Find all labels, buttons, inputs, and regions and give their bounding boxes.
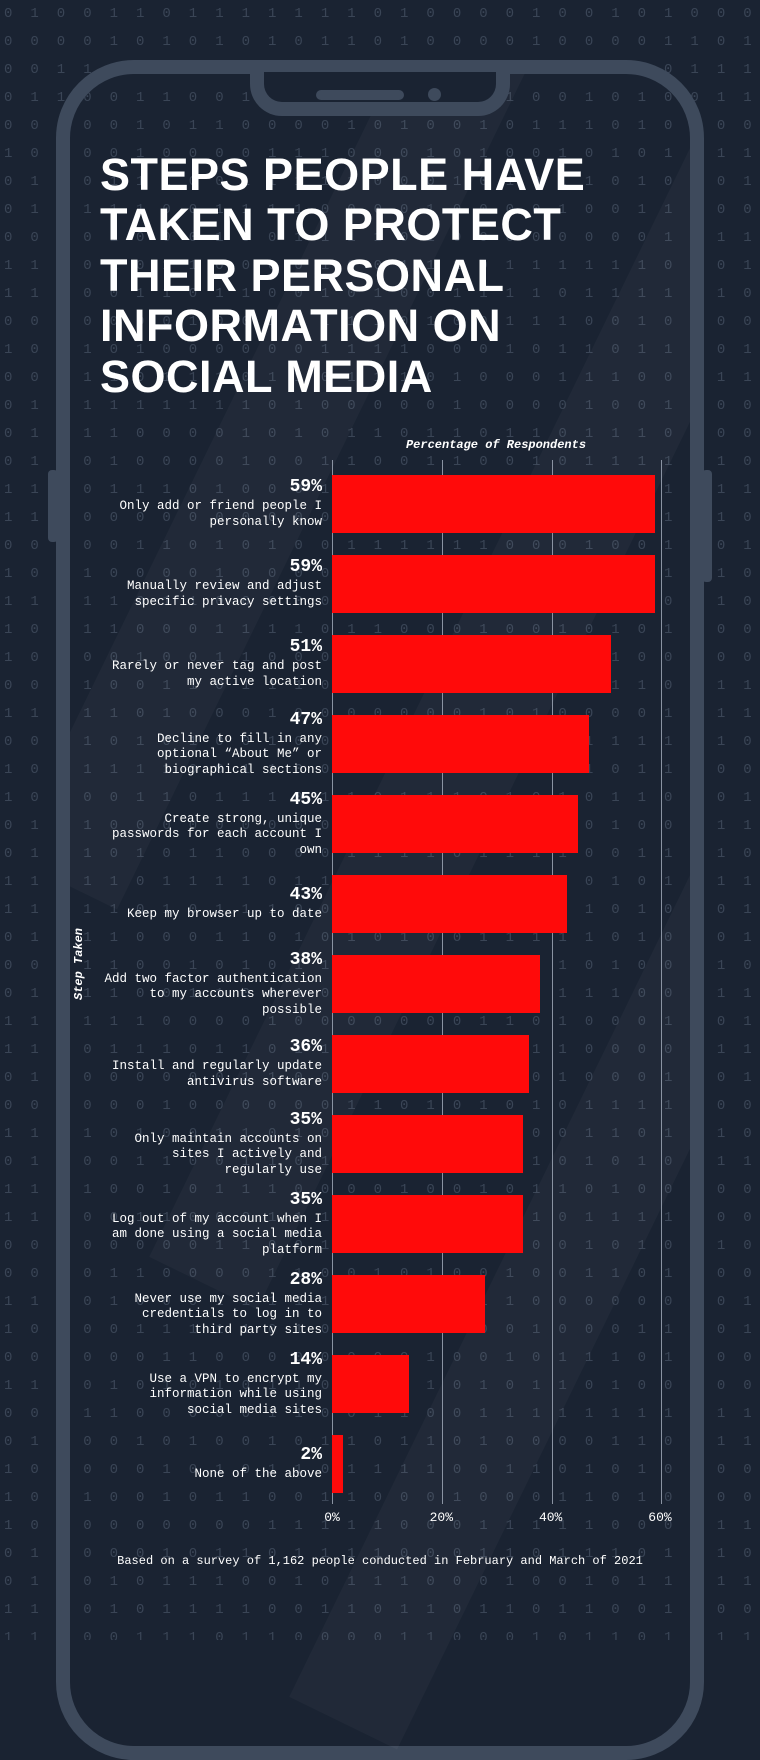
footnote: Based on a survey of 1,162 people conduc… bbox=[100, 1554, 660, 1568]
bar-percent: 14% bbox=[100, 1350, 322, 1370]
bar-label: 28%Never use my social media credentials… bbox=[100, 1270, 322, 1339]
bar-label: 59%Only add or friend people I personall… bbox=[100, 477, 322, 530]
bar-description: Decline to fill in any optional “About M… bbox=[100, 732, 322, 779]
bar-row: 14%Use a VPN to encrypt my information w… bbox=[332, 1344, 660, 1424]
bar-row: 2%None of the above bbox=[332, 1424, 660, 1504]
bar-label: 45%Create strong, unique passwords for e… bbox=[100, 790, 322, 859]
plot: 59%Only add or friend people I personall… bbox=[332, 460, 660, 1504]
bar-percent: 36% bbox=[100, 1037, 322, 1057]
bar-description: Install and regularly update antivirus s… bbox=[100, 1059, 322, 1090]
phone-side-button-right bbox=[702, 470, 712, 582]
bar-label: 36%Install and regularly update antiviru… bbox=[100, 1037, 322, 1090]
phone-side-button-left bbox=[48, 470, 58, 542]
bar-percent: 45% bbox=[100, 790, 322, 810]
content: STEPS PEOPLE HAVE TAKEN TO PROTECT THEIR… bbox=[100, 150, 670, 1568]
phone-camera bbox=[428, 88, 441, 101]
bar-row: 59%Only add or friend people I personall… bbox=[332, 464, 660, 544]
bar-percent: 2% bbox=[100, 1445, 322, 1465]
chart-title: STEPS PEOPLE HAVE TAKEN TO PROTECT THEIR… bbox=[100, 150, 670, 402]
x-tick-label: 40% bbox=[539, 1510, 562, 1525]
bar-row: 35%Log out of my account when I am done … bbox=[332, 1184, 660, 1264]
x-tick-label: 60% bbox=[648, 1510, 671, 1525]
bar bbox=[332, 1115, 523, 1173]
bar-description: Only add or friend people I personally k… bbox=[100, 499, 322, 530]
bar-label: 43% Keep my browser up to date bbox=[100, 885, 322, 923]
bar-description: Never use my social media credentials to… bbox=[100, 1292, 322, 1339]
bar-label: 47%Decline to fill in any optional “Abou… bbox=[100, 710, 322, 779]
bar bbox=[332, 475, 655, 533]
bar bbox=[332, 1435, 343, 1493]
x-axis-label: Percentage of Respondents bbox=[332, 438, 660, 452]
x-tick-label: 0% bbox=[324, 1510, 340, 1525]
x-tick-label: 20% bbox=[430, 1510, 453, 1525]
bar bbox=[332, 1035, 529, 1093]
bar-percent: 38% bbox=[100, 950, 322, 970]
bar-row: 51%Rarely or never tag and post my activ… bbox=[332, 624, 660, 704]
bar-percent: 35% bbox=[100, 1190, 322, 1210]
bar-description: Rarely or never tag and post my active l… bbox=[100, 659, 322, 690]
bar bbox=[332, 715, 589, 773]
bar bbox=[332, 635, 611, 693]
bar-row: 36%Install and regularly update antiviru… bbox=[332, 1024, 660, 1104]
bar-label: 35%Log out of my account when I am done … bbox=[100, 1190, 322, 1259]
bar-description: Manually review and adjust specific priv… bbox=[100, 579, 322, 610]
bar bbox=[332, 1355, 409, 1413]
bar bbox=[332, 795, 578, 853]
bar-description: Log out of my account when I am done usi… bbox=[100, 1212, 322, 1259]
bar-description: Keep my browser up to date bbox=[100, 907, 322, 923]
bar-label: 59%Manually review and adjust specific p… bbox=[100, 557, 322, 610]
bar-description: Create strong, unique passwords for each… bbox=[100, 812, 322, 859]
bar-row: 59%Manually review and adjust specific p… bbox=[332, 544, 660, 624]
y-axis-label: Step Taken bbox=[72, 928, 86, 1000]
bar-label: 14%Use a VPN to encrypt my information w… bbox=[100, 1350, 322, 1419]
bar-rows: 59%Only add or friend people I personall… bbox=[332, 460, 660, 1504]
bar bbox=[332, 875, 567, 933]
bar-percent: 28% bbox=[100, 1270, 322, 1290]
bar-description: None of the above bbox=[100, 1467, 322, 1483]
bar-percent: 47% bbox=[100, 710, 322, 730]
bar-row: 28%Never use my social media credentials… bbox=[332, 1264, 660, 1344]
chart-area: Step Taken Percentage of Respondents 59%… bbox=[100, 460, 660, 1526]
bar-label: 38%Add two factor authentication to my a… bbox=[100, 950, 322, 1019]
bar-percent: 59% bbox=[100, 477, 322, 497]
bar-label: 2% None of the above bbox=[100, 1445, 322, 1483]
gridline bbox=[661, 460, 662, 1504]
bar bbox=[332, 955, 540, 1013]
phone-speaker bbox=[316, 90, 404, 100]
bar-description: Use a VPN to encrypt my information whil… bbox=[100, 1372, 322, 1419]
bar bbox=[332, 1275, 485, 1333]
bar-row: 38%Add two factor authentication to my a… bbox=[332, 944, 660, 1024]
x-ticks: 0%20%40%60% bbox=[332, 1504, 660, 1526]
bar-row: 45%Create strong, unique passwords for e… bbox=[332, 784, 660, 864]
bar bbox=[332, 1195, 523, 1253]
bar-row: 47%Decline to fill in any optional “Abou… bbox=[332, 704, 660, 784]
bar-percent: 51% bbox=[100, 637, 322, 657]
bar-percent: 43% bbox=[100, 885, 322, 905]
bar bbox=[332, 555, 655, 613]
bar-label: 51%Rarely or never tag and post my activ… bbox=[100, 637, 322, 690]
bar-description: Only maintain accounts on sites I active… bbox=[100, 1132, 322, 1179]
bar-label: 35%Only maintain accounts on sites I act… bbox=[100, 1110, 322, 1179]
bar-description: Add two factor authentication to my acco… bbox=[100, 972, 322, 1019]
bar-row: 35%Only maintain accounts on sites I act… bbox=[332, 1104, 660, 1184]
bar-percent: 59% bbox=[100, 557, 322, 577]
bar-percent: 35% bbox=[100, 1110, 322, 1130]
bar-row: 43%Keep my browser up to date bbox=[332, 864, 660, 944]
